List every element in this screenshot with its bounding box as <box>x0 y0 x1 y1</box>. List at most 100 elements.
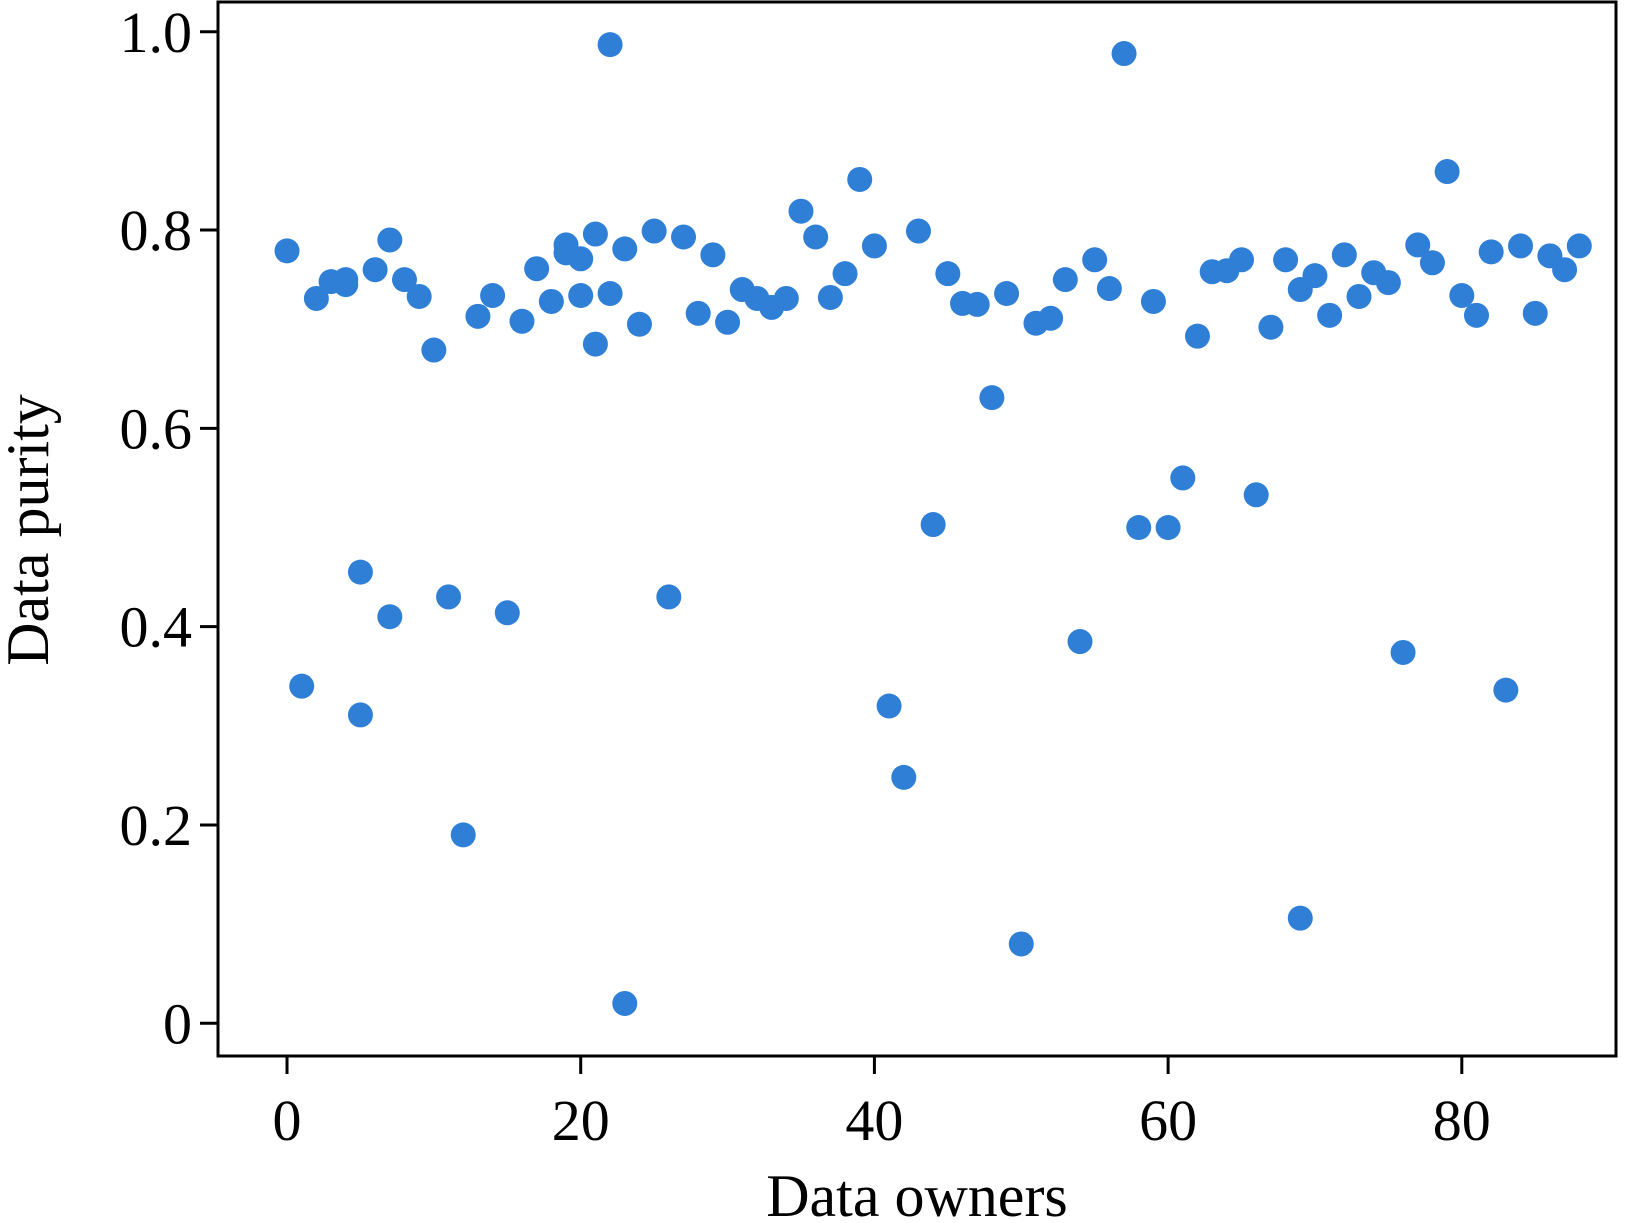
y-tick-label: 1.0 <box>120 0 193 65</box>
data-point <box>1067 629 1093 655</box>
data-point <box>1126 515 1152 541</box>
data-point <box>964 291 990 317</box>
data-point <box>1170 465 1196 491</box>
y-axis: 0 0.2 0.4 0.6 0.8 1.0 <box>120 0 218 1056</box>
data-point <box>1405 232 1431 258</box>
data-point <box>1331 242 1357 268</box>
data-point <box>891 764 917 790</box>
data-point <box>612 236 638 262</box>
data-point <box>935 261 961 287</box>
data-point <box>671 224 697 250</box>
data-point <box>274 238 300 264</box>
x-tick-label: 80 <box>1433 1088 1491 1153</box>
x-tick-label: 20 <box>552 1088 610 1153</box>
data-point <box>1111 41 1137 67</box>
data-point <box>626 311 652 337</box>
data-point <box>465 303 491 329</box>
y-tick-label: 0.6 <box>120 396 193 461</box>
data-point <box>1522 300 1548 326</box>
plot-area-frame <box>216 0 1618 1058</box>
y-tick-label: 0.4 <box>120 595 193 660</box>
y-tick-label: 0.8 <box>120 198 193 263</box>
data-point <box>1052 267 1078 293</box>
data-point <box>1346 283 1372 309</box>
data-point <box>1273 247 1299 273</box>
data-point <box>773 285 799 311</box>
data-point <box>524 256 550 282</box>
data-point <box>817 284 843 310</box>
data-point <box>568 282 594 308</box>
data-point <box>582 221 608 247</box>
data-point <box>509 308 535 334</box>
data-point <box>1184 323 1210 349</box>
data-point <box>641 218 667 244</box>
data-point <box>538 288 564 314</box>
data-point <box>1287 905 1313 931</box>
data-point <box>979 385 1005 411</box>
data-point <box>1155 515 1181 541</box>
data-point <box>920 512 946 538</box>
data-point <box>1463 302 1489 328</box>
data-point <box>803 224 829 250</box>
x-axis: 0 20 40 60 80 <box>273 1056 1491 1153</box>
x-axis-title: Data owners <box>766 1163 1068 1223</box>
data-point <box>905 218 931 244</box>
data-point <box>597 32 623 58</box>
data-point <box>494 600 520 626</box>
data-point <box>715 309 741 335</box>
x-tick-label: 0 <box>273 1088 302 1153</box>
data-point <box>377 227 403 253</box>
data-point <box>1096 276 1122 302</box>
data-point <box>861 233 887 259</box>
data-point <box>1243 482 1269 508</box>
data-points <box>274 32 1592 1016</box>
data-point <box>597 281 623 307</box>
data-point <box>656 584 682 610</box>
data-point <box>1508 233 1534 259</box>
data-point <box>994 281 1020 307</box>
data-point <box>788 198 814 224</box>
data-point <box>1140 288 1166 314</box>
y-tick-label: 0.2 <box>120 793 193 858</box>
data-point <box>1302 263 1328 289</box>
x-tick-label: 40 <box>845 1088 903 1153</box>
data-point <box>1434 159 1460 185</box>
data-point <box>847 166 873 192</box>
data-point <box>289 673 315 699</box>
data-point <box>347 559 373 585</box>
data-point <box>333 272 359 298</box>
data-point <box>1493 677 1519 703</box>
data-point <box>1258 314 1284 340</box>
data-point <box>685 300 711 326</box>
data-point <box>391 267 417 293</box>
data-point <box>1449 282 1475 308</box>
y-tick-label: 0 <box>163 991 192 1056</box>
data-point <box>700 242 726 268</box>
data-point <box>450 822 476 848</box>
data-point <box>406 283 432 309</box>
data-point <box>436 584 462 610</box>
data-point <box>303 285 329 311</box>
data-point <box>1229 247 1255 273</box>
data-point <box>347 702 373 728</box>
data-point <box>1317 302 1343 328</box>
x-tick-label: 60 <box>1139 1088 1197 1153</box>
data-point <box>1390 639 1416 665</box>
data-point <box>1082 247 1108 273</box>
y-axis-title: Data purity <box>0 394 61 666</box>
data-point <box>876 693 902 719</box>
data-point <box>1375 270 1401 296</box>
data-point <box>1008 931 1034 957</box>
data-point <box>377 604 403 630</box>
data-point <box>421 337 447 363</box>
data-point <box>832 261 858 287</box>
data-point <box>1038 305 1064 331</box>
data-point <box>582 331 608 357</box>
data-point <box>1566 233 1592 259</box>
data-point <box>612 990 638 1016</box>
data-point <box>362 257 388 283</box>
data-point <box>568 246 594 272</box>
data-point <box>1478 239 1504 265</box>
data-point <box>480 282 506 308</box>
